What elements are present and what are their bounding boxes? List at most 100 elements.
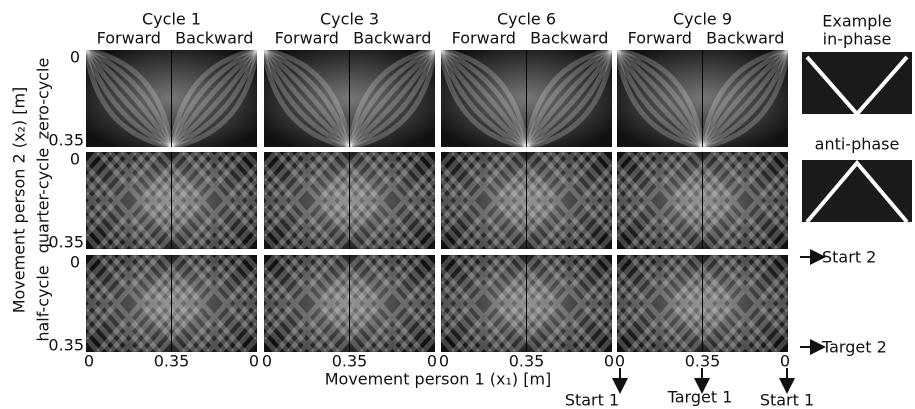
heatmap-texture <box>169 150 259 251</box>
heatmap-texture <box>700 150 790 251</box>
heatmap-texture <box>700 150 790 251</box>
heatmap-texture <box>700 253 790 354</box>
heatmap-texture <box>615 150 705 251</box>
heatmap-texture <box>615 47 705 148</box>
x-tick-label: 0 <box>262 352 272 371</box>
heatmap-texture <box>615 253 705 354</box>
heatmap-texture <box>702 49 791 150</box>
x-tick-label: 0.35 <box>509 352 545 371</box>
heatmap-texture <box>169 150 259 251</box>
heatmap-texture <box>347 48 437 149</box>
heatmap-texture <box>701 49 791 150</box>
heatmap-texture <box>84 253 174 354</box>
heatmap-texture <box>262 150 352 251</box>
start1-label: Start 1 <box>565 391 619 409</box>
y-tick-label: 0 <box>70 253 80 272</box>
heatmap-texture <box>262 47 352 148</box>
forward-label: Forward <box>452 29 516 48</box>
y-tick-label: 0 <box>70 48 80 67</box>
heatmap-texture <box>169 150 259 251</box>
heatmap-texture <box>700 150 790 251</box>
heatmap-texture <box>438 49 527 150</box>
heatmap-texture <box>439 47 529 148</box>
y-tick-label: 0 <box>70 150 80 169</box>
heatmap-texture <box>262 253 352 354</box>
heatmap-texture <box>439 48 529 149</box>
in-phase-lines <box>805 55 909 118</box>
heatmaps <box>83 47 791 354</box>
heatmap-texture <box>347 150 437 251</box>
heatmap-texture <box>700 253 790 354</box>
heatmap-texture <box>84 150 174 251</box>
heatmap-texture <box>347 150 437 251</box>
heatmap-texture <box>83 48 174 149</box>
heatmap-texture <box>84 48 174 149</box>
heatmap-texture <box>615 253 705 354</box>
heatmap-texture <box>524 253 614 354</box>
heatmap-texture <box>614 49 704 150</box>
heatmap-texture <box>169 47 258 148</box>
column-title: Cycle 9 <box>673 10 732 29</box>
heatmap-texture <box>700 48 791 149</box>
start1-label: Start 1 <box>760 391 814 409</box>
column-title: Cycle 3 <box>320 10 379 29</box>
heatmap-texture <box>262 48 352 149</box>
heatmap-texture <box>262 253 352 354</box>
in-phase-label: in-phase <box>823 30 892 49</box>
heatmap-texture <box>261 49 351 150</box>
heatmap-texture <box>524 253 614 354</box>
x-tick-label: 0 <box>84 352 94 371</box>
heatmap-texture <box>524 47 613 148</box>
heatmap-texture <box>524 48 614 149</box>
backward-label: Backward <box>530 29 608 48</box>
in-phase-example <box>802 52 912 114</box>
heatmap-texture <box>700 150 790 251</box>
heatmap-texture <box>347 150 437 251</box>
heatmap-texture <box>170 49 260 150</box>
y-tick-label: 0.35 <box>48 131 84 150</box>
heatmap-texture <box>171 49 260 150</box>
heatmap-texture <box>439 150 529 251</box>
heatmap-texture <box>84 253 174 354</box>
heatmap-texture <box>169 253 259 354</box>
heatmap-texture <box>439 150 529 251</box>
heatmap-texture <box>347 150 437 251</box>
heatmap-texture <box>615 150 705 251</box>
heatmap-texture <box>700 47 789 148</box>
heatmap-texture <box>347 253 437 354</box>
heatmap-texture <box>524 150 614 251</box>
forward-label: Forward <box>628 29 692 48</box>
heatmap-texture <box>262 253 352 354</box>
heatmap-texture <box>261 49 350 150</box>
x-tick-label: 0.35 <box>332 352 368 371</box>
heatmap-texture <box>262 150 352 251</box>
heatmap-texture <box>169 150 259 251</box>
heatmap-texture <box>700 253 790 354</box>
heatmap-texture <box>524 150 614 251</box>
heatmap-texture <box>438 48 529 149</box>
heatmap-texture <box>84 150 174 251</box>
heatmap-texture <box>524 253 614 354</box>
heatmap-texture <box>439 253 529 354</box>
heatmap-texture <box>169 253 259 354</box>
x-tick-label: 0 <box>249 352 259 371</box>
x-tick-label: 0 <box>780 352 790 371</box>
heatmap-texture <box>347 253 437 354</box>
heatmap-texture <box>616 47 705 148</box>
heatmap-texture <box>614 48 705 149</box>
heatmap-texture <box>525 49 615 150</box>
target1-label: Target 1 <box>667 388 733 407</box>
heatmap-texture <box>524 253 614 354</box>
heatmap-texture <box>524 150 614 251</box>
heatmap-texture <box>262 253 352 354</box>
heatmap-texture <box>439 253 529 354</box>
x-axis-label: Movement person 1 (x₁) [m] <box>325 370 552 389</box>
heatmap-texture <box>347 150 437 251</box>
x-tick-label: 0.35 <box>154 352 190 371</box>
heatmap-texture <box>439 150 529 251</box>
heatmap-texture <box>83 49 173 150</box>
heatmap-texture <box>524 150 614 251</box>
heatmap-texture <box>169 253 259 354</box>
heatmap-texture <box>347 47 436 148</box>
heatmap-texture <box>439 253 529 354</box>
